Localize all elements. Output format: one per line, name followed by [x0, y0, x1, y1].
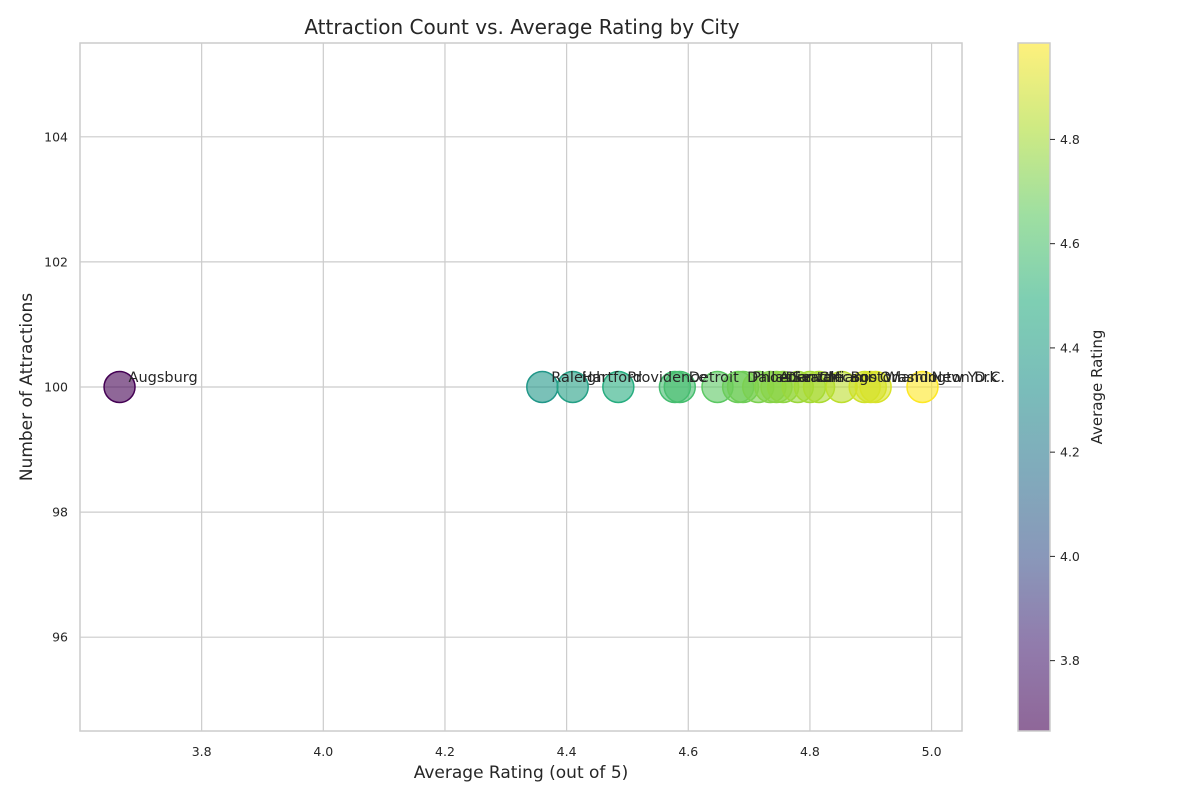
data-point-label: Boston: [851, 370, 901, 386]
y-axis-label: Number of Attractions: [17, 293, 37, 481]
colorbar-tick-label: 4.0: [1060, 549, 1080, 564]
data-point: [906, 370, 939, 404]
x-tick-label: 5.0: [922, 744, 942, 759]
colorbar-label: Average Rating: [1088, 330, 1106, 445]
plot-area: 3.8 4.0 4.2 4.4 4.6 4.8 5.0 96 98 100 102 104 Augsbu…: [44, 42, 1005, 759]
data-point-label: Raleigh: [551, 370, 605, 386]
data-point-label: Orlando: [880, 370, 938, 386]
colorbar: 3.8 4.0 4.2 4.4 4.6 4.8: [1017, 42, 1080, 732]
colorbar-tick-label: 4.8: [1060, 132, 1080, 147]
data-point: [602, 370, 635, 404]
data-point-label: Providence: [627, 370, 707, 386]
plot-frame: [79, 42, 963, 732]
y-tick-label: 100: [44, 380, 68, 395]
data-point-label: Detroit: [689, 370, 739, 386]
data-point-label: Chicago: [819, 370, 877, 386]
colorbar-tick-label: 3.8: [1060, 653, 1080, 668]
data-point: [859, 370, 892, 404]
y-tick-label: 104: [44, 129, 68, 144]
x-tick-label: 4.4: [557, 744, 577, 759]
data-point: [103, 370, 136, 404]
data-point-label: Augsburg: [129, 370, 198, 386]
data-point-label: Washington D.C.: [885, 370, 1005, 386]
colorbar-tick-label: 4.6: [1060, 236, 1080, 251]
colorbar-frame: [1017, 42, 1051, 732]
colorbar-tick-label: 4.4: [1060, 340, 1080, 355]
chart-title: Attraction Count vs. Average Rating by C…: [304, 15, 739, 39]
data-point-label: Miami: [828, 370, 872, 386]
data-point-label: Denver: [785, 370, 838, 386]
x-tick-label: 3.8: [192, 744, 212, 759]
x-tick-label: 4.0: [313, 744, 333, 759]
x-tick-label: 4.6: [678, 744, 698, 759]
colorbar-gradient: [1018, 43, 1050, 731]
data-point-label: Seattle: [792, 370, 843, 386]
data-point-label: Phoenix: [752, 370, 810, 386]
data-point-label: New York: [931, 370, 998, 386]
data-point: [663, 370, 697, 404]
x-tick-label: 4.2: [435, 744, 455, 759]
y-tick-label: 98: [52, 505, 68, 520]
colorbar-tick-label: 4.2: [1060, 445, 1080, 460]
data-point: [556, 370, 589, 404]
x-tick-label: 4.8: [800, 744, 820, 759]
data-point-label: Dallas: [747, 370, 792, 386]
data-point-label: Hartford: [582, 370, 642, 386]
data-point-label: Atlanta: [779, 370, 831, 386]
y-tick-label: 102: [44, 254, 68, 269]
y-tick-label: 96: [52, 630, 68, 645]
x-axis-label: Average Rating (out of 5): [414, 763, 629, 783]
